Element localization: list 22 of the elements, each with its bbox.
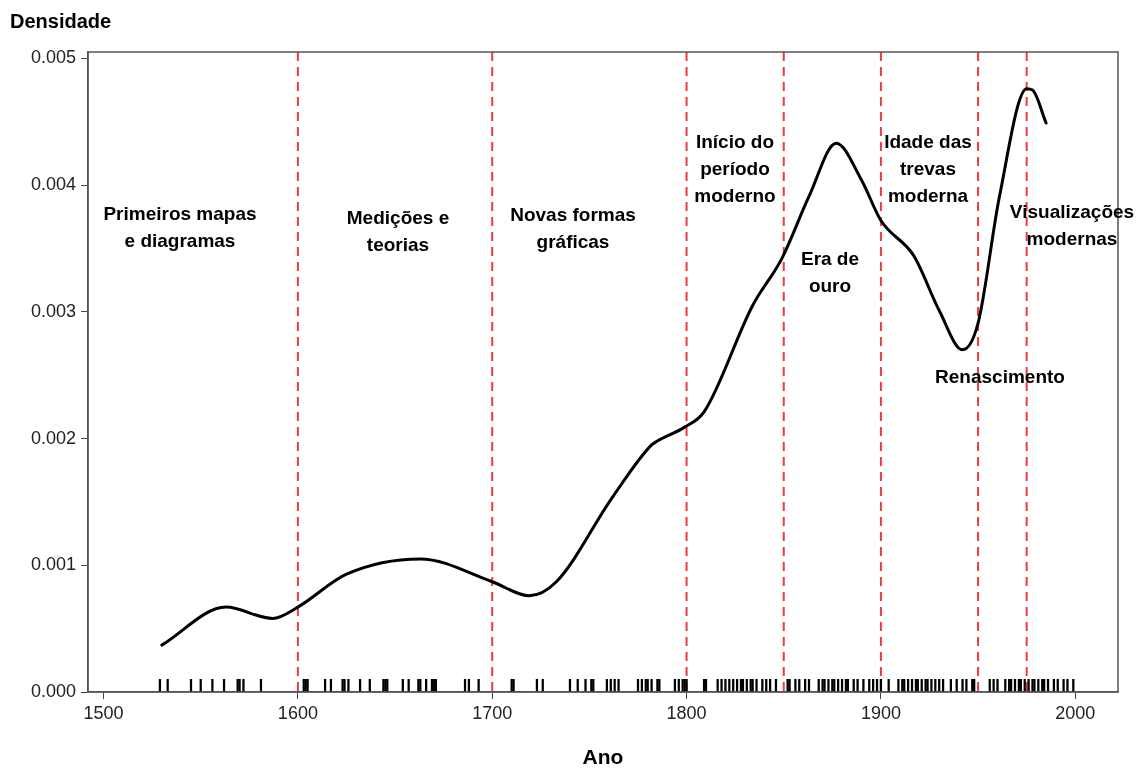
y-axis-title: Densidade bbox=[10, 9, 112, 32]
x-tick-label: 2000 bbox=[1055, 702, 1096, 723]
y-tick-label: 0.003 bbox=[30, 300, 76, 321]
y-tick-label: 0.002 bbox=[30, 427, 76, 448]
x-axis-title: Ano bbox=[582, 744, 624, 768]
annotation: Renascimento bbox=[935, 366, 1065, 388]
annotation: Início do período moderno bbox=[694, 131, 776, 207]
annotation: Novas formas gráficas bbox=[510, 203, 636, 252]
x-tick-label: 1800 bbox=[666, 702, 707, 723]
annotation: Era de ouro bbox=[800, 247, 860, 296]
x-tick-label: 1600 bbox=[277, 702, 318, 723]
y-tick-label: 0.000 bbox=[30, 680, 76, 701]
annotation: Medições e teorias bbox=[346, 206, 450, 255]
y-tick-label: 0.001 bbox=[30, 554, 76, 575]
annotation: Idade das trevas moderna bbox=[884, 131, 972, 207]
annotation: Primeiros mapas e diagramas bbox=[103, 202, 257, 251]
x-tick-label: 1700 bbox=[472, 702, 513, 723]
annotation: Visualizações modernas bbox=[1009, 200, 1135, 249]
y-tick-label: 0.005 bbox=[30, 47, 76, 68]
y-tick-label: 0.004 bbox=[30, 174, 76, 195]
x-tick-label: 1500 bbox=[83, 702, 124, 723]
x-tick-label: 1900 bbox=[860, 702, 901, 723]
